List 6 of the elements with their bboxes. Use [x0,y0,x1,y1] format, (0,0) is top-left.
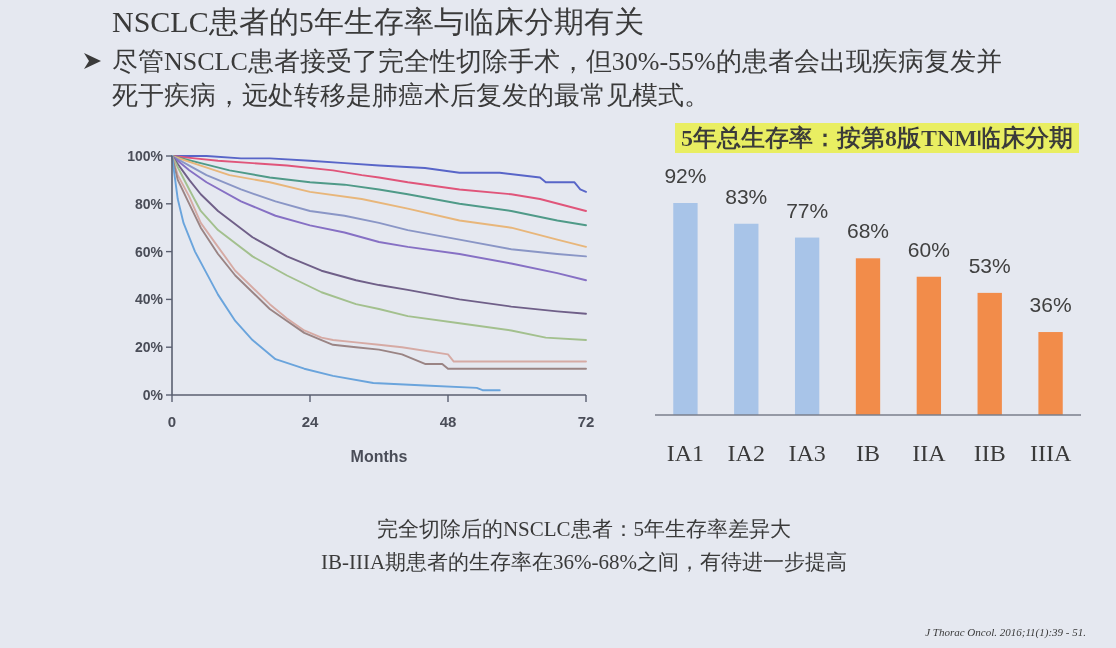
title: 5年总生存率：按第8版TNM临床分期 [681,125,1073,151]
annotation: 完全切除后的NSCLC患者：5年生存率差异大 [376,517,792,541]
annotation: J Thorac Oncol. 2016;11(1):39 - 51. [925,626,1086,638]
title: NSCLC患者的5年生存率与临床分期有关 [112,5,644,38]
annotation: IB-IIIA期患者的生存率在36%-68%之间，有待进一步提高 [320,550,848,574]
subtitle: 尽管NSCLC患者接受了完全性切除手术，但30%-55%的患者会出现疾病复发并死于疾病，远处转移是肺癌术后复发的最常见模式。 [112,47,1002,110]
